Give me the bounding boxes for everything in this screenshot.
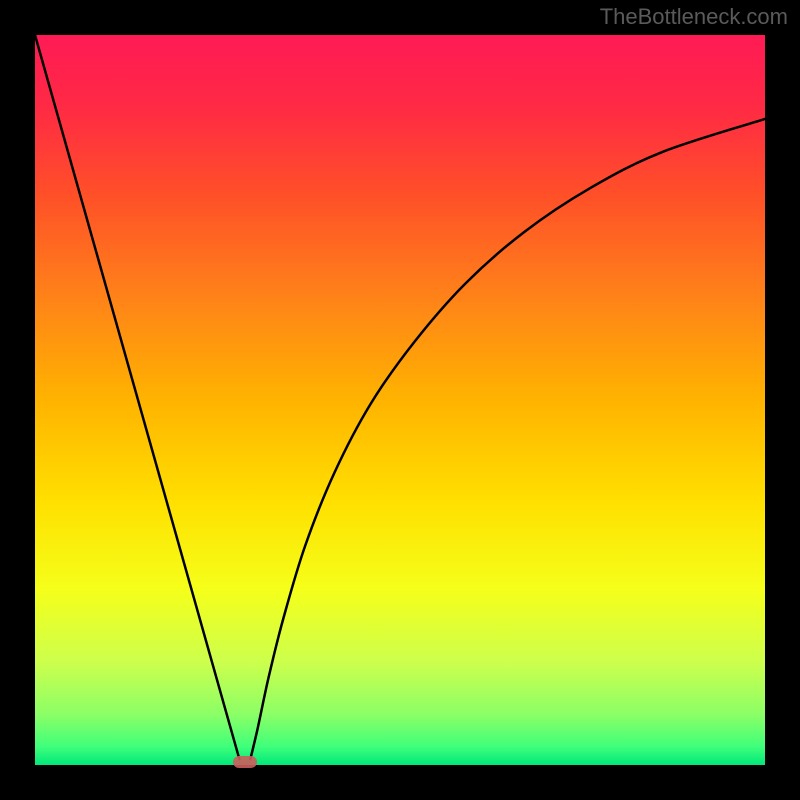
left-curve	[35, 35, 239, 759]
curve-layer	[35, 35, 765, 765]
watermark-text: TheBottleneck.com	[600, 4, 788, 30]
plot-area	[35, 35, 765, 765]
right-curve	[250, 119, 765, 759]
figure-container: TheBottleneck.com	[0, 0, 800, 800]
minimum-marker	[233, 756, 257, 768]
